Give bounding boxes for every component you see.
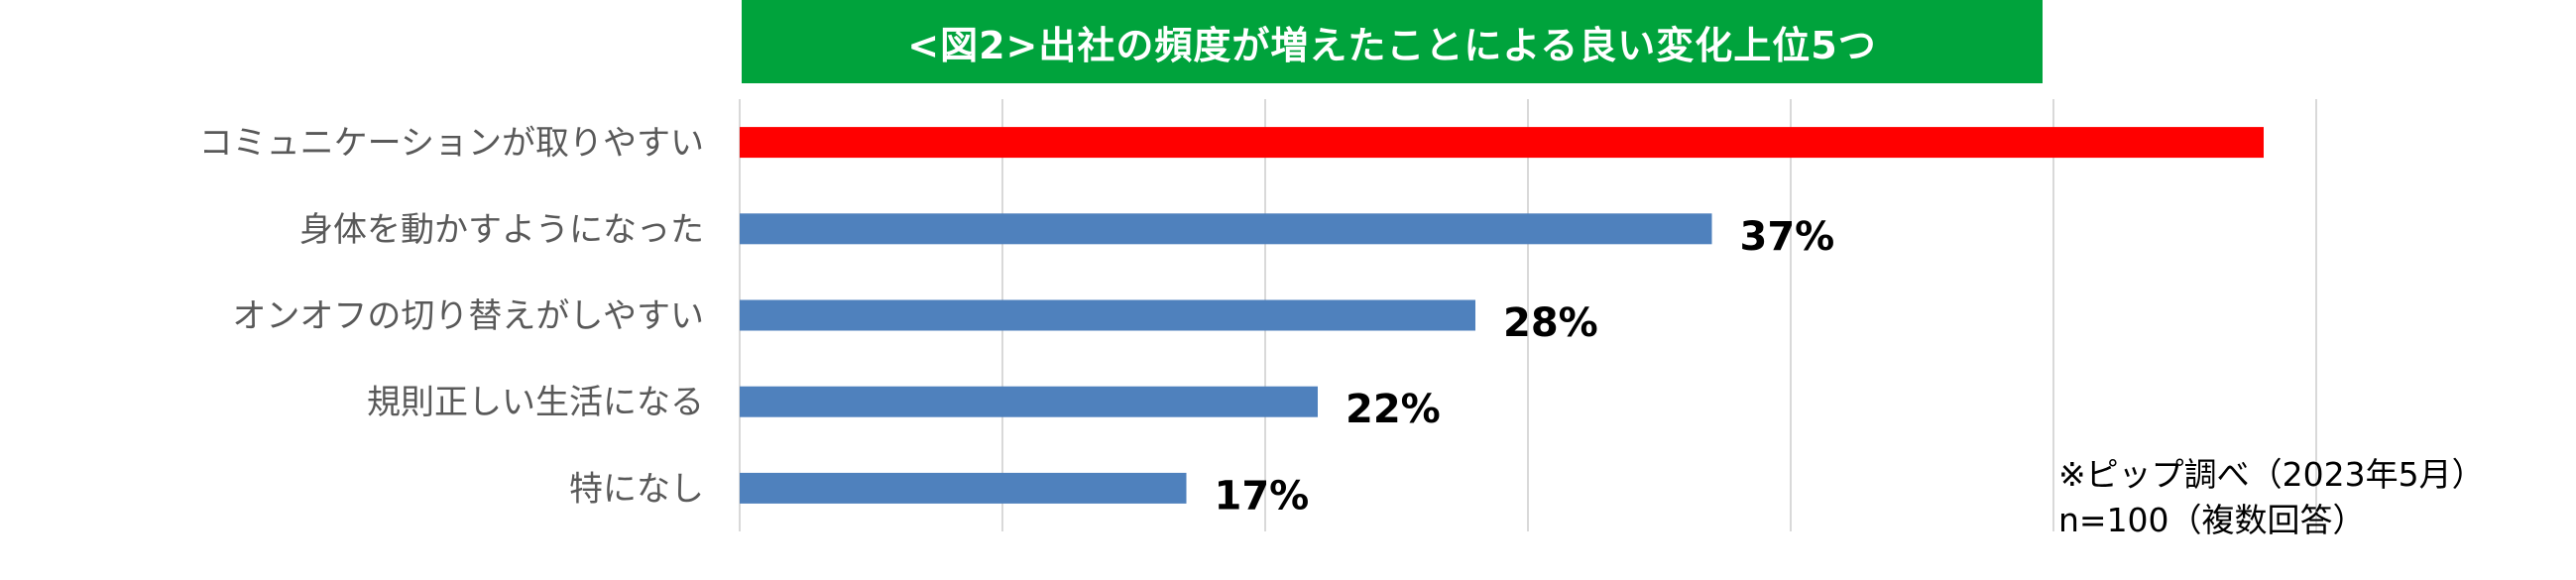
category-label: 規則正しい生活になる — [367, 383, 704, 422]
category-label: 身体を動かすようになった — [299, 210, 704, 250]
data-label: 17% — [1215, 473, 1310, 519]
source-note: ※ピップ調べ（2023年5月） — [2058, 455, 2485, 494]
category-label: コミュニケーションが取りやすい — [199, 124, 704, 164]
bar — [740, 299, 1475, 331]
bar — [740, 386, 1318, 417]
chart-title: <図2>出社の頻度が増えたことによる良い変化上位5つ — [907, 23, 1877, 67]
data-label: 37% — [1740, 214, 1835, 260]
bar — [740, 127, 2264, 159]
sample-note: n=100（複数回答） — [2058, 501, 2366, 539]
bar — [740, 472, 1187, 504]
chart-title-bar: <図2>出社の頻度が増えたことによる良い変化上位5つ — [742, 0, 2043, 83]
data-label: 28% — [1503, 300, 1598, 346]
bar — [740, 213, 1712, 245]
category-label: オンオフの切り替えがしやすい — [232, 296, 704, 336]
category-label: 特になし — [569, 469, 704, 509]
data-label: 22% — [1346, 387, 1441, 432]
